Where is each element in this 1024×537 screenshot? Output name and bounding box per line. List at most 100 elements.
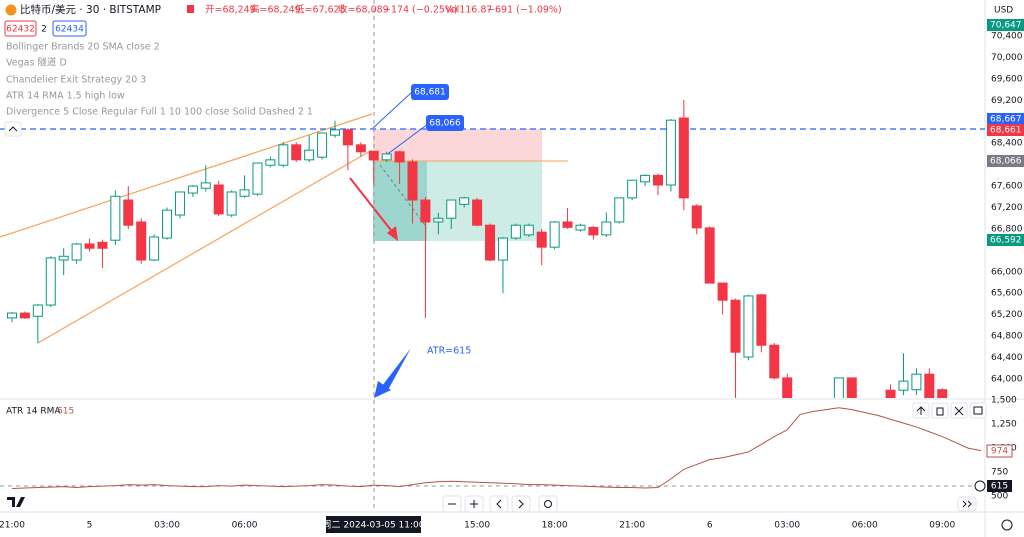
maximize-button[interactable]: [969, 402, 987, 419]
icon: [962, 500, 972, 508]
symbol-icon: [5, 4, 17, 16]
settings-icon[interactable]: [1001, 519, 1013, 531]
candle-body: [937, 389, 948, 398]
price-tag-label: 70,647: [990, 21, 1022, 31]
indicator[interactable]: Vegas 隧道 D: [6, 57, 67, 69]
scroll-right-button[interactable]: [511, 495, 531, 513]
ohlc-high: 高=68,249: [250, 4, 301, 16]
channel-upper: [0, 113, 373, 238]
candle-body: [97, 241, 108, 249]
candle-body: [213, 184, 224, 215]
x-tick-label: 06:00: [232, 521, 258, 531]
icon: [470, 500, 478, 508]
y-tick-label: 69,600: [991, 74, 1023, 84]
x-tick-label: 03:00: [774, 521, 800, 531]
candle-body: [588, 226, 599, 236]
candle-body: [200, 182, 211, 189]
volume-change: −691 (−1.09%): [487, 5, 562, 16]
collapse-button[interactable]: [4, 121, 22, 137]
candle-body: [136, 221, 147, 261]
atr-legend[interactable]: ATR 14 RMA: [6, 407, 61, 417]
x-tick-label: 18:00: [542, 521, 568, 531]
scroll-end-button[interactable]: [957, 496, 977, 512]
candle-body: [265, 159, 276, 166]
candle-body: [162, 209, 173, 239]
candle-body: [730, 299, 741, 353]
atr-line: [11, 407, 982, 490]
candle-body: [342, 129, 353, 146]
y-tick-label: 70,400: [991, 32, 1023, 42]
icon: [544, 500, 552, 508]
y-tick-label: 67,200: [991, 203, 1023, 213]
spread: 2: [41, 25, 47, 35]
atr-legend-value: 615: [57, 407, 74, 417]
candle-body: [562, 221, 573, 228]
callout-label: 68,681: [414, 88, 446, 98]
callout-label: 68,066: [429, 119, 461, 129]
ohlc: 开=68,249 高=68,249 低=67,625 收=68,089 −174…: [205, 4, 562, 16]
candle-body: [84, 243, 95, 249]
ask[interactable]: 62434: [55, 25, 84, 35]
y-tick-label: 64,000: [991, 374, 1023, 384]
symbol[interactable]: 比特币/美元 · 30 · BITSTAMP: [20, 3, 161, 16]
candle-body: [433, 217, 444, 223]
flag-icon[interactable]: [187, 5, 194, 13]
candle-body: [769, 344, 780, 379]
candle-body: [7, 312, 17, 319]
candle-body: [304, 149, 315, 161]
icon: [518, 499, 524, 509]
candle-body: [640, 174, 651, 183]
candles: [7, 99, 948, 398]
candle-body: [355, 144, 366, 153]
currency[interactable]: USD: [994, 6, 1013, 16]
y-tick-label: 69,200: [991, 96, 1023, 106]
crosshair-time: 周二 2024-03-05 11:00: [323, 520, 425, 531]
indicator[interactable]: Chandelier Exit Strategy 20 3: [6, 75, 146, 86]
candle-body: [187, 185, 198, 194]
x-tick-label: 09:00: [929, 521, 955, 531]
x-tick-label: 15:00: [464, 521, 490, 531]
candle-body: [420, 199, 431, 223]
add-button[interactable]: [974, 480, 986, 492]
indicator[interactable]: Bollinger Brands 20 SMA close 2: [6, 42, 160, 53]
bid[interactable]: 62432: [6, 25, 35, 35]
price-tag: [987, 234, 1024, 246]
atr-tag-label: 615: [991, 482, 1008, 492]
candle-body: [252, 162, 263, 195]
buy-box[interactable]: [52, 20, 87, 37]
delete-button[interactable]: [931, 402, 949, 419]
blue-arrow: [382, 348, 411, 390]
reset-button[interactable]: [538, 495, 558, 513]
price-tag: [987, 124, 1024, 136]
indicator[interactable]: ATR 14 RMA 1.5 high low: [6, 91, 125, 102]
candle-body: [123, 199, 134, 226]
y-tick-label: 70,000: [991, 53, 1023, 63]
y-tick-label: 750: [991, 468, 1008, 478]
candle-body: [653, 174, 663, 186]
candle-body: [704, 227, 715, 284]
atr-pane: [11, 407, 982, 490]
price-tag-label: 68,661: [990, 126, 1022, 136]
price-tag: [987, 155, 1024, 167]
candle-body: [911, 373, 922, 391]
scroll-left-button[interactable]: [489, 495, 509, 513]
logo: [7, 497, 25, 507]
candle-body: [330, 129, 340, 136]
x-tick-label: 6: [707, 521, 713, 531]
candle-body: [110, 195, 121, 241]
candle-body: [19, 312, 30, 319]
candle-body: [317, 132, 328, 158]
y-tick-label: 65,600: [991, 289, 1023, 299]
blue-arrow-head: [374, 381, 391, 398]
sell-box[interactable]: [4, 20, 37, 37]
y-tick-label: 64,400: [991, 353, 1023, 363]
candle-body: [459, 197, 470, 205]
candle-body: [226, 191, 237, 216]
y-tick-label: 68,400: [991, 139, 1023, 149]
price-tag-label: 68,667: [990, 115, 1022, 125]
candle-body: [58, 255, 69, 261]
candle-body: [32, 304, 43, 317]
price-tag: [987, 113, 1024, 125]
indicator[interactable]: Divergence 5 Close Regular Full 1 10 100…: [6, 107, 313, 118]
candle-body: [278, 144, 289, 166]
